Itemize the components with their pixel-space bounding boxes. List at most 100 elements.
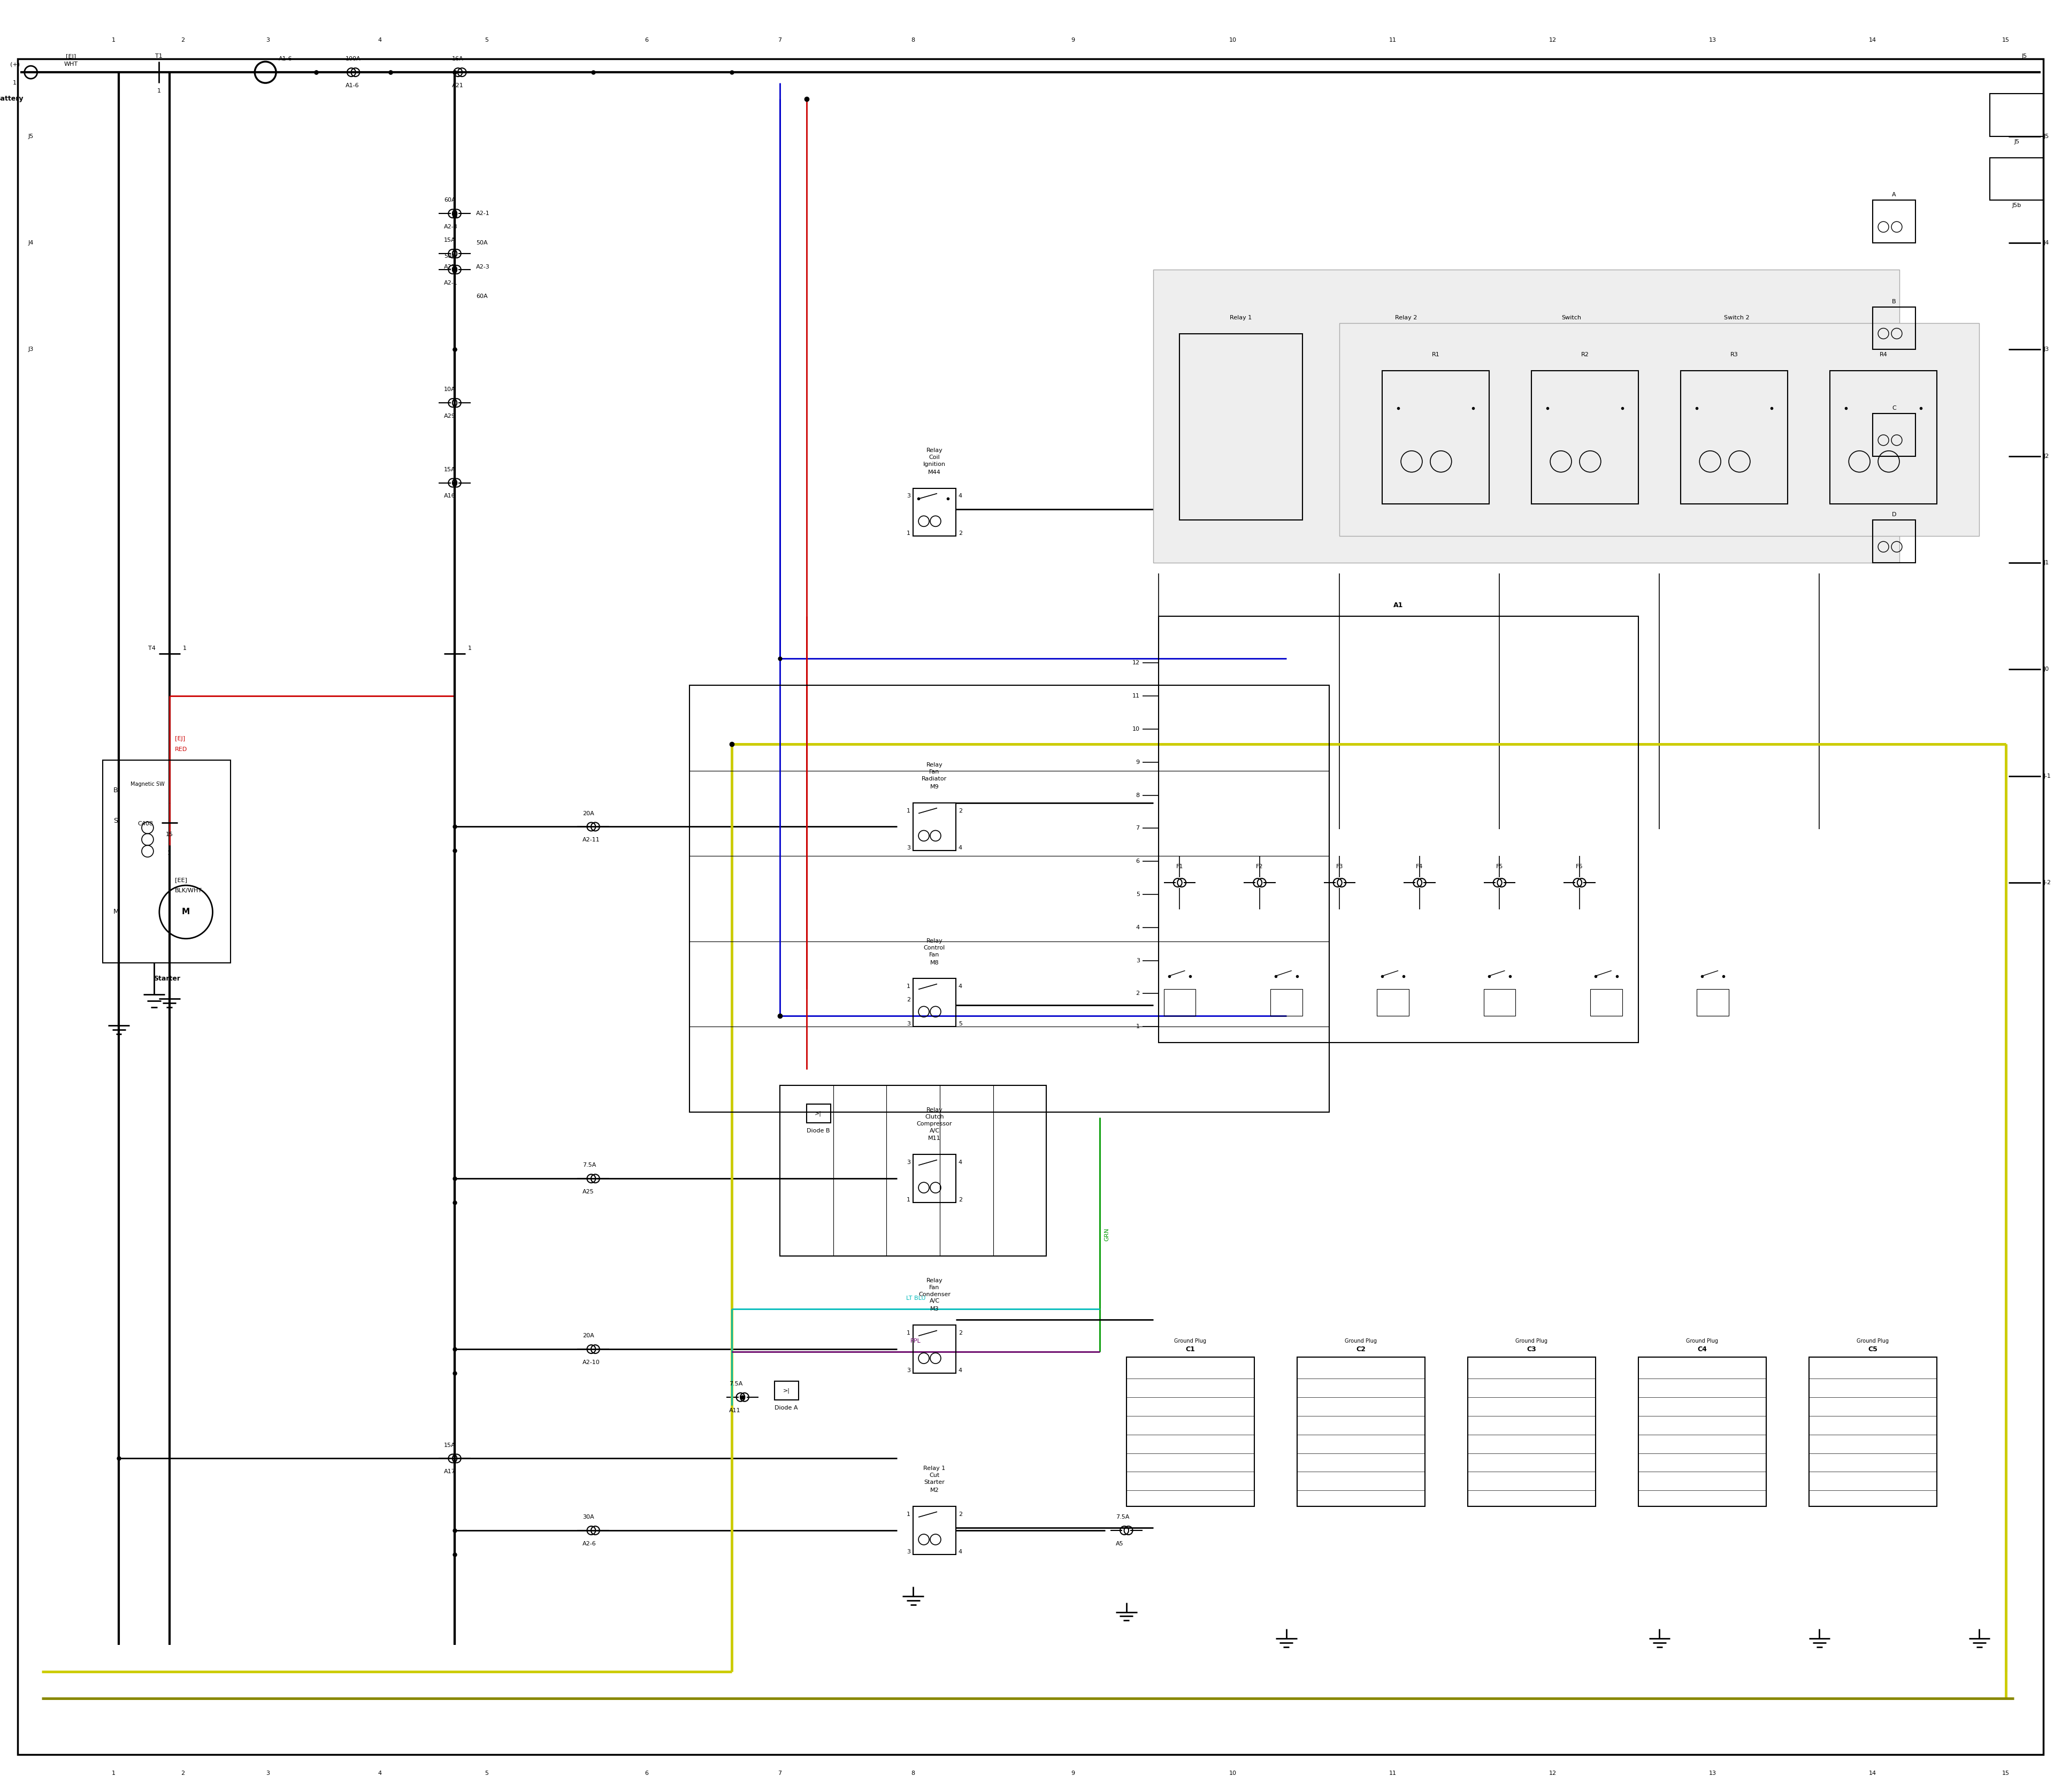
Text: 10: 10 [1228, 38, 1237, 43]
Bar [1873, 201, 1916, 244]
Text: M9: M9 [930, 785, 939, 790]
Bar [1165, 989, 1195, 1016]
Text: A2-1: A2-1 [477, 211, 489, 217]
Text: 12: 12 [1549, 38, 1557, 43]
Text: 50A: 50A [477, 240, 487, 246]
Text: A25: A25 [583, 1190, 594, 1195]
Bar [1639, 1357, 1766, 1507]
Text: R4: R4 [1879, 353, 1888, 358]
Text: RED: RED [175, 747, 187, 753]
Text: J2: J2 [2044, 453, 2050, 459]
Text: F2: F2 [1257, 864, 1263, 869]
Text: J-2: J-2 [2044, 880, 2050, 885]
Text: 7: 7 [778, 1770, 783, 1776]
Text: 2: 2 [959, 1197, 961, 1202]
Text: 5: 5 [1136, 892, 1140, 898]
Text: 3: 3 [267, 38, 269, 43]
Text: A17: A17 [444, 1469, 456, 1475]
Text: C4: C4 [1697, 1346, 1707, 1353]
Text: Relay: Relay [926, 937, 943, 943]
Text: 7: 7 [778, 38, 783, 43]
Bar [1697, 989, 1729, 1016]
Text: 15: 15 [166, 831, 173, 837]
Text: 1: 1 [906, 808, 910, 814]
Text: 13: 13 [1709, 1770, 1717, 1776]
Text: 6: 6 [1136, 858, 1140, 864]
Text: J-1: J-1 [2044, 774, 2050, 780]
Text: >|: >| [815, 1111, 822, 1116]
Bar [781, 1086, 1045, 1256]
Text: A2-10: A2-10 [583, 1360, 600, 1366]
Bar [914, 1324, 955, 1373]
Text: Relay: Relay [926, 762, 943, 767]
Text: 8: 8 [912, 38, 914, 43]
Text: 9: 9 [1136, 760, 1140, 765]
Bar [1990, 93, 2044, 136]
Text: M8: M8 [930, 961, 939, 966]
Text: Ground Plug: Ground Plug [1686, 1339, 1719, 1344]
Text: Radiator: Radiator [922, 776, 947, 781]
Text: M3: M3 [930, 1306, 939, 1312]
Text: 2: 2 [959, 530, 961, 536]
Text: Relay: Relay [926, 1278, 943, 1283]
Text: 100A: 100A [345, 56, 362, 61]
Text: J5: J5 [2021, 54, 2027, 59]
Text: F5: F5 [1495, 864, 1504, 869]
Text: 3: 3 [906, 493, 910, 498]
Bar [1590, 989, 1623, 1016]
Text: Ignition: Ignition [922, 462, 945, 468]
Text: F3: F3 [1335, 864, 1343, 869]
Text: 6: 6 [645, 1770, 649, 1776]
Text: 9: 9 [1072, 38, 1074, 43]
Bar [690, 685, 1329, 1111]
Text: 9: 9 [1072, 1770, 1074, 1776]
Bar [1269, 989, 1302, 1016]
Bar [914, 1507, 955, 1554]
Text: 10A: 10A [444, 387, 456, 392]
Text: F4: F4 [1415, 864, 1423, 869]
Bar [914, 487, 955, 536]
Text: B: B [113, 787, 117, 794]
Text: 60A: 60A [444, 197, 456, 202]
Bar [914, 803, 955, 851]
Text: Diode A: Diode A [774, 1405, 797, 1410]
Text: 4: 4 [378, 38, 382, 43]
Text: 14: 14 [1869, 38, 1877, 43]
Text: C1: C1 [1185, 1346, 1195, 1353]
Text: 7.5A: 7.5A [1115, 1514, 1130, 1520]
Text: M2: M2 [930, 1487, 939, 1493]
Text: 10: 10 [1228, 1770, 1237, 1776]
Text: C3: C3 [1526, 1346, 1536, 1353]
Bar [1810, 1357, 1937, 1507]
Text: A/C: A/C [928, 1127, 939, 1133]
Text: 1: 1 [906, 1512, 910, 1518]
Text: Battery: Battery [0, 95, 23, 102]
Text: 4: 4 [959, 1159, 961, 1165]
Bar [1873, 306, 1916, 349]
Text: 11: 11 [1389, 38, 1397, 43]
Text: A16: A16 [444, 493, 456, 498]
Text: BLK/WHT: BLK/WHT [175, 889, 201, 894]
Text: J3: J3 [29, 348, 33, 353]
Text: Fan: Fan [928, 952, 939, 957]
Text: 1: 1 [12, 81, 16, 86]
Text: 2: 2 [181, 38, 185, 43]
Text: 2: 2 [959, 808, 961, 814]
Text: R2: R2 [1582, 353, 1590, 358]
Text: 12: 12 [1132, 659, 1140, 665]
Bar [1990, 158, 2044, 201]
Text: C5: C5 [1867, 1346, 1877, 1353]
Text: C: C [1892, 405, 1896, 410]
Text: 20A: 20A [583, 1333, 594, 1339]
Text: 2: 2 [959, 1330, 961, 1335]
Bar [1345, 333, 1467, 520]
Text: 1: 1 [1136, 1023, 1140, 1029]
Text: 6: 6 [645, 38, 649, 43]
Text: Magnetic SW: Magnetic SW [131, 781, 164, 787]
Text: 30A: 30A [583, 1514, 594, 1520]
Text: 3: 3 [267, 1770, 269, 1776]
Bar [1510, 333, 1633, 520]
Text: 1: 1 [468, 645, 472, 650]
Text: A1: A1 [1393, 602, 1403, 609]
Text: S: S [113, 817, 117, 824]
